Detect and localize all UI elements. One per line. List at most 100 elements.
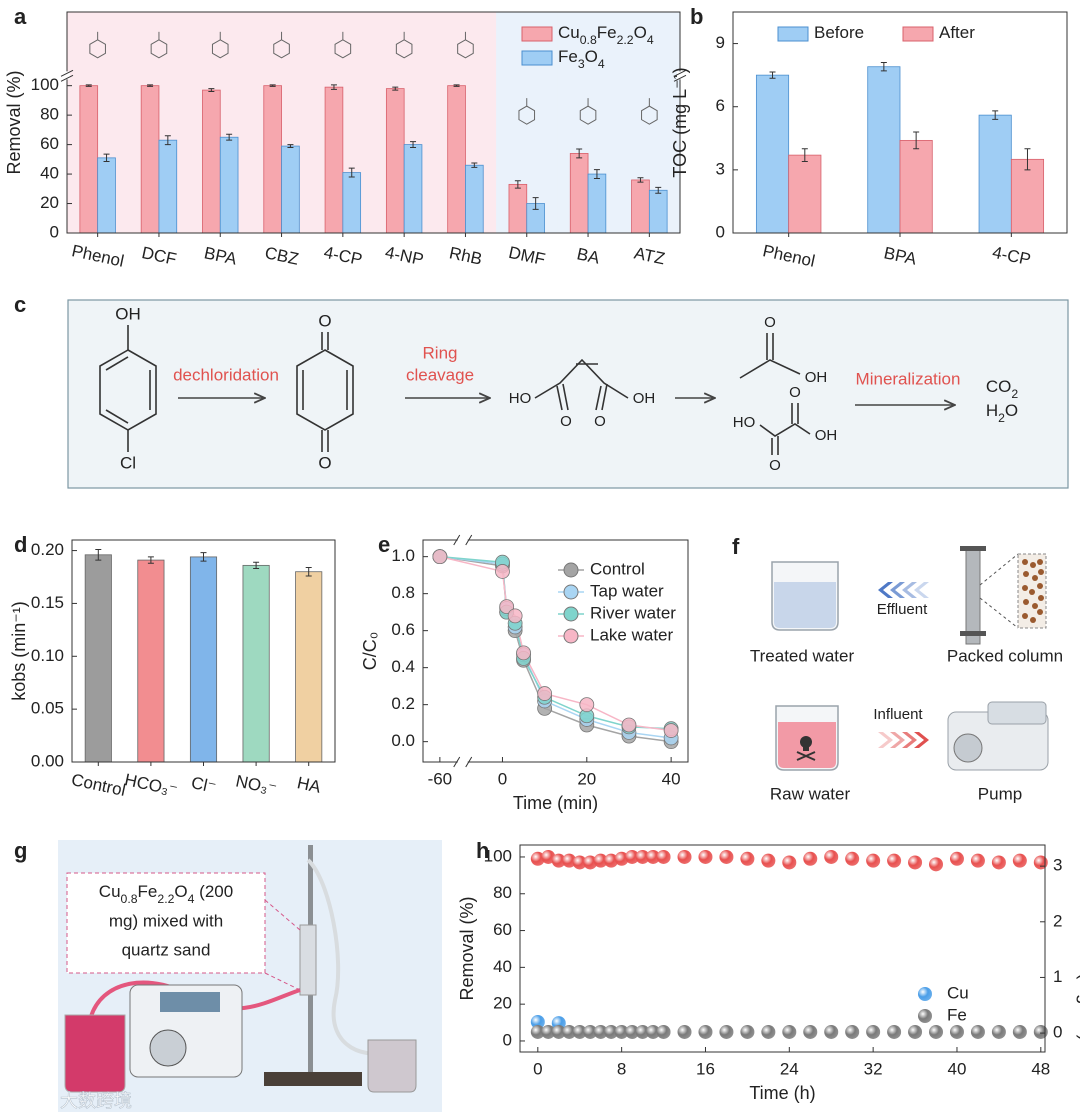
caption: mg) mixed with	[109, 911, 223, 930]
error-bar	[913, 131, 920, 150]
x-tick-label: 32	[864, 1059, 883, 1078]
error-bar	[514, 180, 521, 189]
panel-label: g	[14, 838, 27, 863]
data-point	[572, 855, 587, 870]
molecule-icon	[641, 105, 658, 125]
y-tick-label: 80	[493, 883, 512, 902]
y-tick-label: 0.6	[391, 620, 415, 639]
atom-label: O	[594, 413, 606, 430]
x-tick-label: 4-NP	[383, 243, 425, 270]
legend-swatch	[521, 50, 553, 66]
bar	[79, 85, 99, 234]
error-bar	[992, 110, 999, 120]
data-point	[1033, 855, 1048, 870]
y-tick-label: 6	[716, 96, 725, 115]
legend-label: Cu	[947, 983, 969, 1002]
x-tick-label: 24	[780, 1059, 799, 1078]
y-tick-label: 2	[1053, 911, 1062, 930]
caption: Cu0.8Fe2.2O4 (200	[99, 882, 233, 906]
legend-swatch	[521, 26, 553, 42]
data-point	[929, 857, 944, 872]
error-bar	[147, 556, 154, 564]
legend-marker	[563, 562, 579, 578]
y-tick-label: 100	[484, 846, 512, 865]
x-tick-label: DCF	[140, 243, 178, 269]
data-point	[621, 717, 637, 733]
plot-frame	[422, 539, 689, 763]
caption: Pump	[978, 784, 1022, 803]
error-bar	[576, 148, 583, 159]
y-tick-label: 0	[716, 222, 725, 241]
data-point	[845, 851, 860, 866]
error-bar	[208, 88, 215, 93]
error-bar	[85, 84, 92, 87]
clean-water	[774, 582, 836, 628]
data-point	[887, 853, 902, 868]
x-tick-label: Control	[70, 770, 128, 800]
bar	[189, 556, 218, 763]
x-tick-label: NO₃⁻	[234, 771, 278, 798]
arrows	[178, 398, 955, 405]
data-point	[656, 1024, 671, 1039]
panel-label: b	[690, 4, 703, 29]
data-point	[698, 1024, 713, 1039]
x-tick-label: 4-CP	[991, 243, 1033, 270]
error-bar	[200, 552, 207, 562]
data-point	[614, 851, 629, 866]
data-point	[562, 853, 577, 868]
pump-head	[953, 733, 983, 763]
molecule-icon	[579, 105, 597, 125]
y-tick-label: 0.05	[31, 699, 64, 718]
error-bar	[637, 177, 644, 183]
atom-label: O	[560, 413, 572, 430]
step-label: Ring	[423, 343, 458, 362]
panel-f: f Treated water Effluent Packed column R…	[732, 534, 1063, 804]
bar	[899, 139, 933, 234]
column-cap	[960, 546, 986, 551]
caption: Packed column	[947, 646, 1063, 665]
bar	[137, 559, 165, 763]
stand-base	[264, 1072, 362, 1086]
legend-marker	[563, 584, 579, 600]
bar	[295, 571, 323, 763]
caption-box	[66, 872, 266, 974]
axis-break	[673, 69, 687, 82]
data-point	[761, 853, 776, 868]
bar	[1010, 158, 1045, 234]
bar	[465, 164, 484, 234]
atom-label: HO	[733, 414, 756, 431]
beaker	[64, 1014, 126, 1093]
y-tick-label: 20	[493, 994, 512, 1013]
error-bar	[287, 144, 294, 149]
caption: Treated water	[750, 646, 855, 665]
pump-top	[987, 701, 1047, 725]
y-tick-label: 100	[31, 75, 59, 94]
data-point	[782, 1024, 797, 1039]
error-bar	[880, 62, 887, 72]
x-tick-label: BA	[575, 244, 602, 267]
error-bar	[453, 84, 460, 87]
data-point	[583, 1024, 598, 1039]
column	[299, 924, 317, 996]
pointer	[264, 899, 301, 991]
x-tick-label: 48	[1031, 1059, 1050, 1078]
beaker	[367, 1039, 417, 1093]
legend-label: River water	[590, 603, 676, 622]
y2-axis-label: Concentration (mg L⁻¹)	[1076, 856, 1080, 1041]
plot-frame	[732, 11, 1068, 234]
y-tick-label: 0.15	[31, 593, 64, 612]
bar	[867, 66, 901, 234]
pump-head	[149, 1029, 187, 1067]
error-bar	[593, 169, 600, 179]
zoom-line	[979, 553, 1019, 629]
skull	[796, 736, 816, 761]
axis-break	[453, 756, 473, 768]
bar	[788, 154, 822, 234]
legend-label: Lake water	[590, 625, 673, 644]
bar	[755, 74, 790, 234]
data-point	[1012, 1024, 1027, 1039]
data-point	[432, 549, 448, 565]
data-point	[604, 1024, 619, 1039]
data-point	[1012, 853, 1027, 868]
